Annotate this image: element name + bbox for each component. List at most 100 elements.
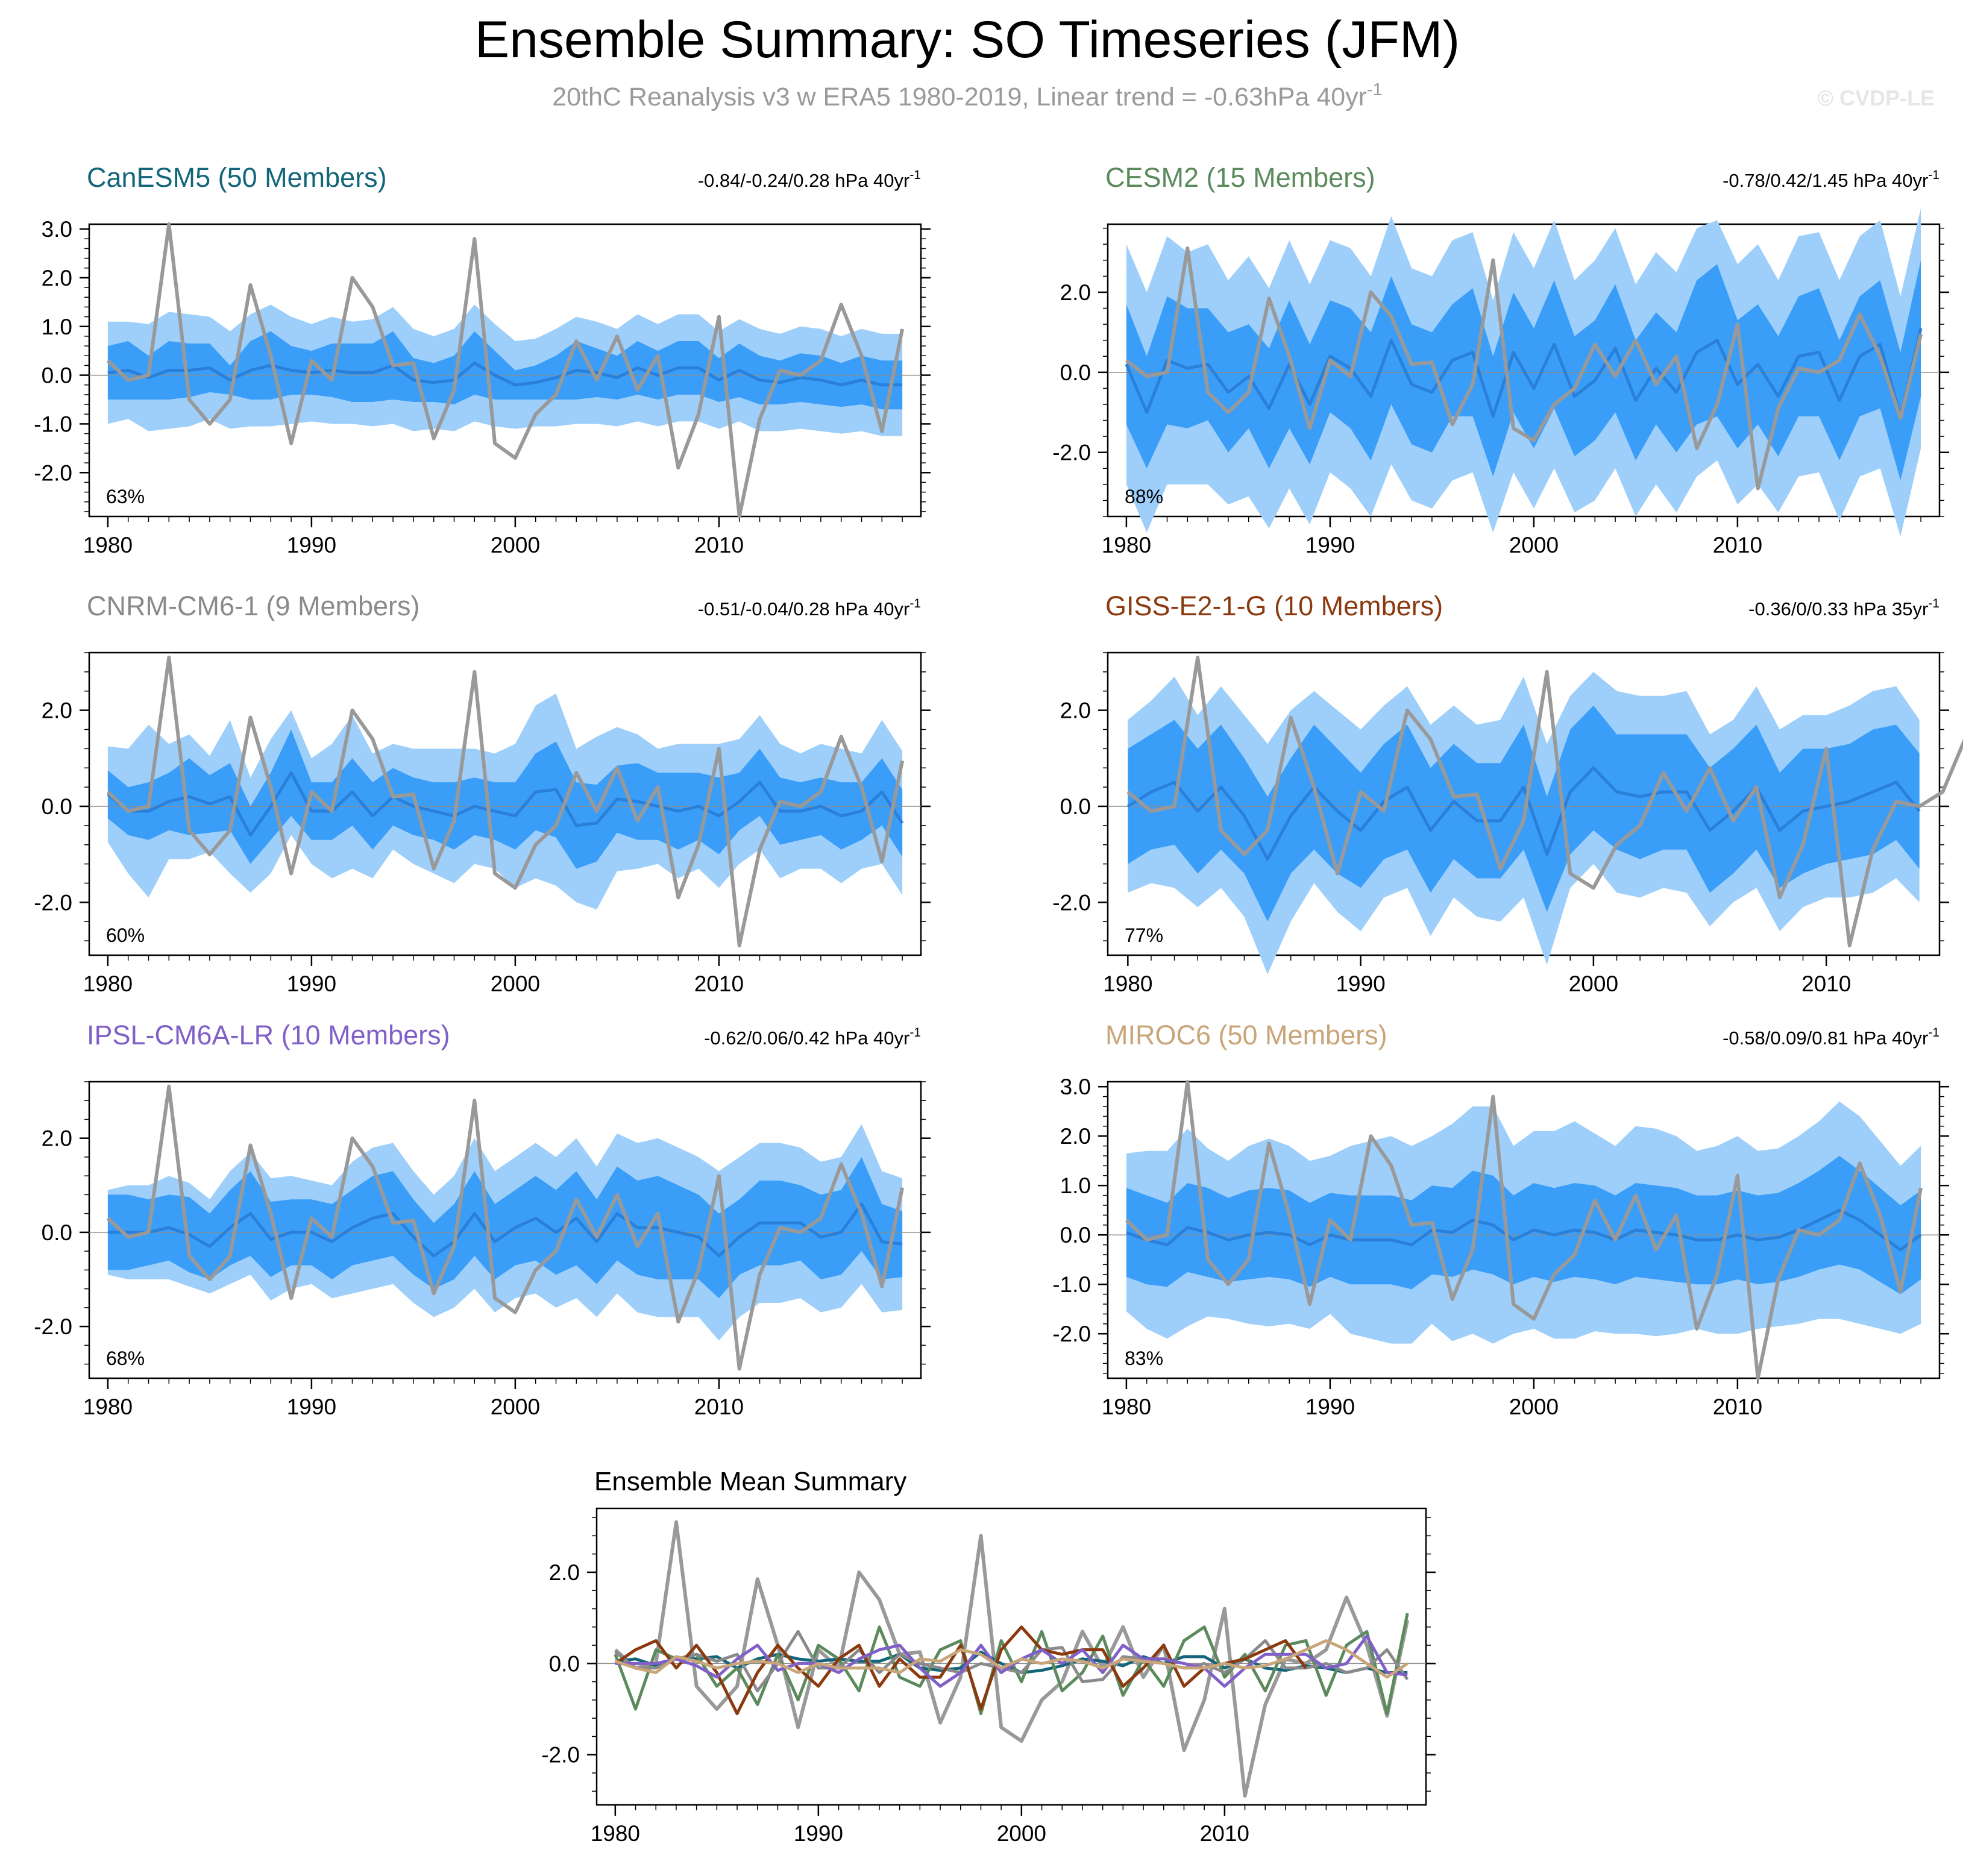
ipsl-title: IPSL-CM6A-LR (10 Members): [87, 1020, 450, 1050]
canesm5-ytick-label: -1.0: [34, 412, 72, 436]
ipsl-stats-sup: -1: [909, 1026, 921, 1040]
ipsl-xtick-label: 1980: [83, 1394, 133, 1419]
cnrm-stats-sup: -1: [909, 597, 921, 610]
ipsl-xtick-label: 1990: [287, 1394, 336, 1419]
ipsl-ensemble-mean-line: [107, 1202, 903, 1258]
giss-xtick-label: 1980: [1103, 971, 1152, 996]
figure-title: Ensemble Summary: SO Timeseries (JFM): [475, 11, 1460, 69]
miroc6-ytick-label: 0.0: [1060, 1223, 1091, 1247]
cesm2-ytick-label: 2.0: [1060, 280, 1091, 305]
miroc6-xtick-label: 1980: [1102, 1394, 1151, 1419]
miroc6-ytick-label: 2.0: [1060, 1124, 1091, 1149]
miroc6-ytick-label: 3.0: [1060, 1074, 1091, 1099]
summary-mean-line-ipsl: [615, 1634, 1408, 1688]
giss-xtick-label: 1990: [1336, 971, 1385, 996]
cesm2-xtick-label: 2010: [1713, 533, 1762, 557]
cnrm-xtick-label: 1990: [287, 971, 336, 996]
canesm5-ytick-label: 2.0: [42, 266, 72, 290]
cesm2-stats-text: -0.78/0.42/1.45 hPa 40yr: [1723, 170, 1928, 191]
summary-title: Ensemble Mean Summary: [594, 1467, 906, 1496]
cesm2-stats: -0.78/0.42/1.45 hPa 40yr-1: [1723, 168, 1939, 191]
summary-xtick-label: 2010: [1200, 1821, 1249, 1846]
summary-mean-line-giss: [614, 1625, 1307, 1716]
cesm2-stats-sup: -1: [1928, 168, 1939, 182]
canesm5-title: CanESM5 (50 Members): [87, 162, 387, 193]
cesm2-percent: 88%: [1125, 486, 1163, 507]
canesm5-ensemble-mean-line: [107, 361, 903, 387]
canesm5-ytick-label: 0.0: [42, 363, 72, 388]
cnrm-stats: -0.51/-0.04/0.28 hPa 40yr-1: [698, 597, 921, 620]
giss-stats-text: -0.36/0/0.33 hPa 35yr: [1748, 598, 1928, 620]
giss-xtick-label: 2000: [1569, 971, 1618, 996]
ipsl-ytick-label: 2.0: [42, 1126, 72, 1151]
cnrm-frame: [88, 651, 922, 956]
giss-ensemble-mean-line: [1126, 766, 1921, 861]
miroc6-xtick-label: 2010: [1713, 1394, 1762, 1419]
miroc6-xtick-label: 2000: [1509, 1394, 1559, 1419]
summary-mean-line-cesm2: [614, 1613, 1409, 1716]
cesm2-xtick-label: 1990: [1305, 533, 1355, 557]
cnrm-title: CNRM-CM6-1 (9 Members): [87, 591, 420, 621]
miroc6-percent: 83%: [1125, 1347, 1163, 1369]
giss-ytick-label: 0.0: [1060, 794, 1091, 819]
panel-ipsl: -2.0 0.0 2.0 1980 1990 2000 2010 IPSL-CM6A-LR (…: [34, 1020, 931, 1419]
ipsl-ytick-label: -2.0: [34, 1314, 72, 1339]
canesm5-ytick-label: 3.0: [42, 217, 72, 242]
cesm2-frame: [1107, 223, 1941, 518]
canesm5-xtick-label: 1990: [287, 533, 336, 557]
ipsl-stats: -0.62/0.06/0.42 hPa 40yr-1: [704, 1026, 921, 1049]
cnrm-xtick-label: 1980: [83, 971, 133, 996]
summary-ytick-label: 2.0: [549, 1560, 580, 1585]
panels: -2.0 -1.0 0.0 1.0 2.0 3.0 1980 1990 2000 2010 CanE…: [34, 162, 1963, 1419]
ipsl-xtick-label: 2010: [694, 1394, 744, 1419]
miroc6-stats-text: -0.58/0.09/0.81 hPa 40yr: [1723, 1027, 1928, 1049]
canesm5-observed-line: [106, 222, 905, 518]
giss-stats-sup: -1: [1928, 597, 1939, 610]
miroc6-inner-spread-band: [1126, 1156, 1921, 1294]
canesm5-ytick-label: 1.0: [42, 315, 72, 339]
panel-cesm2: -2.0 0.0 2.0 1980 1990 2000 2010 CESM2 (15 Memb…: [1052, 162, 1949, 557]
miroc6-observed-line: [1125, 1080, 1923, 1380]
canesm5-xtick-label: 2010: [694, 533, 744, 557]
watermark: © CVDP-LE: [1817, 86, 1935, 110]
ipsl-observed-line: [106, 1084, 905, 1371]
cnrm-ytick-label: 2.0: [42, 698, 72, 723]
giss-title: GISS-E2-1-G (10 Members): [1105, 591, 1443, 621]
ipsl-frame: [88, 1081, 922, 1379]
miroc6-ytick-label: -2.0: [1052, 1322, 1091, 1346]
canesm5-stats-sup: -1: [909, 168, 921, 182]
summary-mean-line-miroc6: [615, 1639, 1409, 1679]
giss-percent: 77%: [1125, 924, 1163, 946]
ipsl-xtick-label: 2000: [491, 1394, 540, 1419]
summary-ytick-label: 0.0: [549, 1651, 580, 1676]
canesm5-ytick-label: -2.0: [34, 460, 72, 485]
giss-ytick-label: 2.0: [1060, 698, 1091, 723]
miroc6-title: MIROC6 (50 Members): [1105, 1020, 1387, 1050]
giss-stats: -0.36/0/0.33 hPa 35yr-1: [1748, 597, 1939, 620]
ipsl-percent: 68%: [106, 1347, 145, 1369]
cesm2-title: CESM2 (15 Members): [1105, 162, 1375, 193]
canesm5-stats: -0.84/-0.24/0.28 hPa 40yr-1: [698, 168, 921, 191]
panel-giss: -2.0 0.0 2.0 1980 1990 2000 2010 GISS-E2-1-G (1…: [1052, 591, 1963, 996]
canesm5-percent: 63%: [106, 486, 145, 507]
cesm2-xtick-label: 2000: [1509, 533, 1559, 557]
panel-miroc6: -2.0 -1.0 0.0 1.0 2.0 3.0 1980 1990 2000 2010 MIRO…: [1052, 1020, 1949, 1419]
miroc6-ytick-label: 1.0: [1060, 1173, 1091, 1198]
summary-ytick-label: -2.0: [541, 1743, 580, 1768]
cnrm-ytick-label: -2.0: [34, 890, 72, 915]
subtitle-sup: -1: [1367, 80, 1383, 99]
canesm5-frame: [88, 223, 922, 518]
subtitle-text: 20thC Reanalysis v3 w ERA5 1980-2019, Li…: [552, 83, 1367, 111]
miroc6-ensemble-mean-line: [1126, 1208, 1922, 1252]
ensemble-mean-summary-panel: -2.0 0.0 2.0 1980 1990 2000 2010 Ensemble Mean …: [541, 1467, 1436, 1846]
miroc6-ytick-label: -1.0: [1052, 1272, 1091, 1297]
ipsl-inner-spread-band: [107, 1157, 903, 1299]
cesm2-xtick-label: 1980: [1102, 533, 1151, 557]
panel-canesm5: -2.0 -1.0 0.0 1.0 2.0 3.0 1980 1990 2000 2010 CanE…: [34, 162, 931, 557]
summary-xtick-label: 2000: [997, 1821, 1046, 1846]
cesm2-observed-line: [1125, 246, 1923, 491]
summary-xtick-label: 1980: [591, 1821, 640, 1846]
canesm5-xtick-label: 1980: [83, 533, 133, 557]
cnrm-inner-spread-band: [107, 729, 903, 869]
